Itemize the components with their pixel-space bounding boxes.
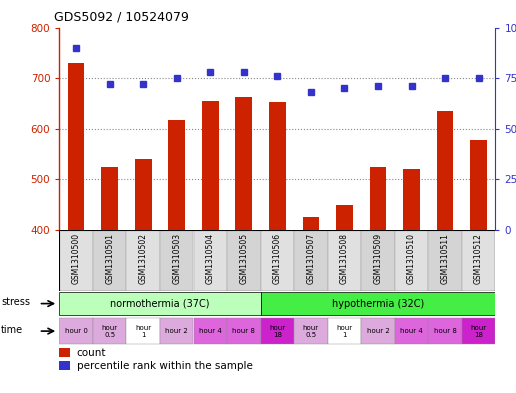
Bar <box>361 230 395 291</box>
Text: hour 2: hour 2 <box>165 328 188 334</box>
Bar <box>369 167 386 230</box>
Bar <box>59 348 70 357</box>
Bar <box>269 103 286 230</box>
Bar <box>93 230 126 291</box>
Text: percentile rank within the sample: percentile rank within the sample <box>77 361 253 371</box>
Bar <box>328 230 361 291</box>
Bar <box>126 230 160 291</box>
Text: hour
18: hour 18 <box>471 325 487 338</box>
Bar <box>294 230 328 291</box>
Text: GSM1310507: GSM1310507 <box>307 233 315 284</box>
Text: hour
0.5: hour 0.5 <box>303 325 319 338</box>
Text: GSM1310509: GSM1310509 <box>374 233 382 284</box>
Text: hour
1: hour 1 <box>336 325 352 338</box>
Text: hour
1: hour 1 <box>135 325 151 338</box>
Bar <box>59 318 93 344</box>
Text: hour 0: hour 0 <box>64 328 88 334</box>
Bar <box>68 63 85 230</box>
Text: GSM1310502: GSM1310502 <box>139 233 148 284</box>
Bar <box>336 205 353 230</box>
Bar <box>59 292 261 315</box>
Bar <box>470 140 487 230</box>
Bar <box>160 318 194 344</box>
Bar <box>261 230 294 291</box>
Bar <box>227 318 261 344</box>
Text: GSM1310512: GSM1310512 <box>474 233 483 284</box>
Bar <box>395 230 428 291</box>
Bar <box>135 159 152 230</box>
Text: GSM1310504: GSM1310504 <box>206 233 215 284</box>
Bar <box>403 169 420 230</box>
Bar <box>302 217 319 230</box>
Text: normothermia (37C): normothermia (37C) <box>110 299 209 309</box>
Text: hour
0.5: hour 0.5 <box>102 325 118 338</box>
Bar <box>202 101 219 230</box>
Bar <box>194 318 227 344</box>
Bar <box>462 318 495 344</box>
Bar <box>361 318 395 344</box>
Bar <box>428 230 462 291</box>
Text: GSM1310500: GSM1310500 <box>72 233 80 284</box>
Text: hour 4: hour 4 <box>199 328 222 334</box>
Text: hour
18: hour 18 <box>269 325 285 338</box>
Bar <box>160 230 194 291</box>
Text: hour 2: hour 2 <box>366 328 390 334</box>
Bar <box>235 97 252 230</box>
Text: GSM1310510: GSM1310510 <box>407 233 416 284</box>
Text: stress: stress <box>1 298 30 307</box>
Bar <box>126 318 160 344</box>
Bar <box>168 119 185 230</box>
Text: count: count <box>77 348 106 358</box>
Text: hypothermia (32C): hypothermia (32C) <box>332 299 424 309</box>
Bar <box>194 230 227 291</box>
Bar <box>261 292 495 315</box>
Bar <box>227 230 261 291</box>
Bar <box>261 318 294 344</box>
Bar <box>93 318 126 344</box>
Bar <box>294 318 328 344</box>
Bar <box>462 230 495 291</box>
Text: GSM1310503: GSM1310503 <box>172 233 181 284</box>
Bar <box>428 318 462 344</box>
Text: hour 4: hour 4 <box>400 328 423 334</box>
Text: GSM1310501: GSM1310501 <box>105 233 114 284</box>
Bar <box>395 318 428 344</box>
Bar <box>59 361 70 370</box>
Bar <box>328 318 361 344</box>
Text: GSM1310506: GSM1310506 <box>273 233 282 284</box>
Bar <box>59 230 93 291</box>
Text: hour 8: hour 8 <box>433 328 457 334</box>
Text: time: time <box>1 325 23 334</box>
Text: GSM1310508: GSM1310508 <box>340 233 349 284</box>
Text: hour 8: hour 8 <box>232 328 255 334</box>
Text: GSM1310505: GSM1310505 <box>239 233 248 284</box>
Text: GSM1310511: GSM1310511 <box>441 233 449 284</box>
Bar <box>101 167 118 230</box>
Bar <box>437 111 454 230</box>
Text: GDS5092 / 10524079: GDS5092 / 10524079 <box>54 11 189 24</box>
